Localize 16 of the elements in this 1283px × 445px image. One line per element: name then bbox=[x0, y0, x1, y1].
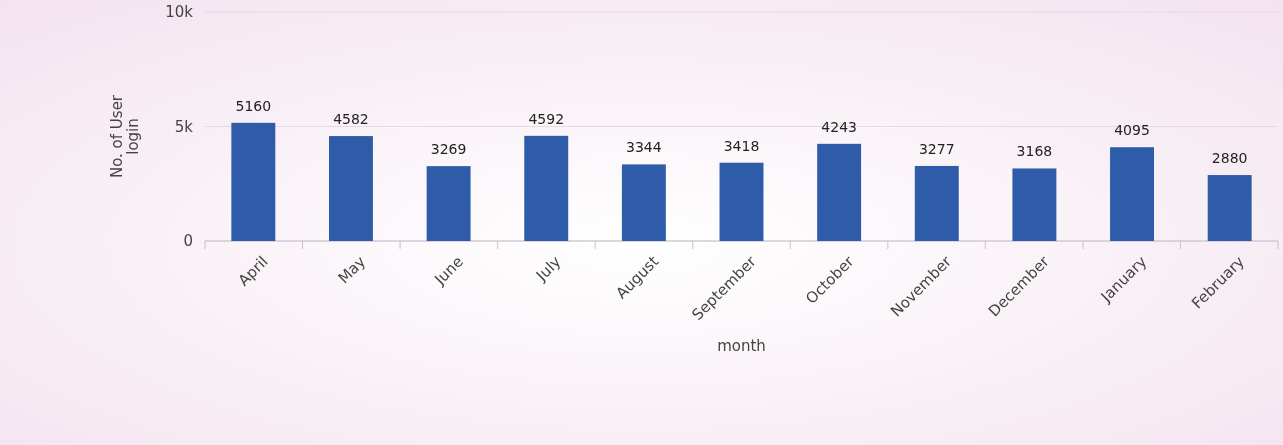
y-tick-label: 10k bbox=[165, 3, 194, 22]
data-label: 3277 bbox=[918, 140, 955, 157]
data-label: 4582 bbox=[333, 111, 369, 128]
y-tick-label: 0 bbox=[183, 232, 193, 251]
data-label: 3418 bbox=[723, 137, 760, 154]
data-label: 4592 bbox=[528, 110, 565, 127]
data-label: 3168 bbox=[1016, 143, 1053, 160]
x-axis-title: month bbox=[717, 337, 766, 355]
y-axis-title: No. of User login bbox=[107, 94, 143, 179]
data-label: 5160 bbox=[235, 97, 272, 114]
y-tick-label: 5k bbox=[174, 117, 194, 136]
data-label: 4095 bbox=[1114, 122, 1150, 139]
data-label: 3269 bbox=[430, 141, 467, 158]
data-label: 2880 bbox=[1211, 150, 1248, 167]
data-label: 4243 bbox=[821, 118, 857, 135]
data-label: 3344 bbox=[626, 139, 662, 156]
